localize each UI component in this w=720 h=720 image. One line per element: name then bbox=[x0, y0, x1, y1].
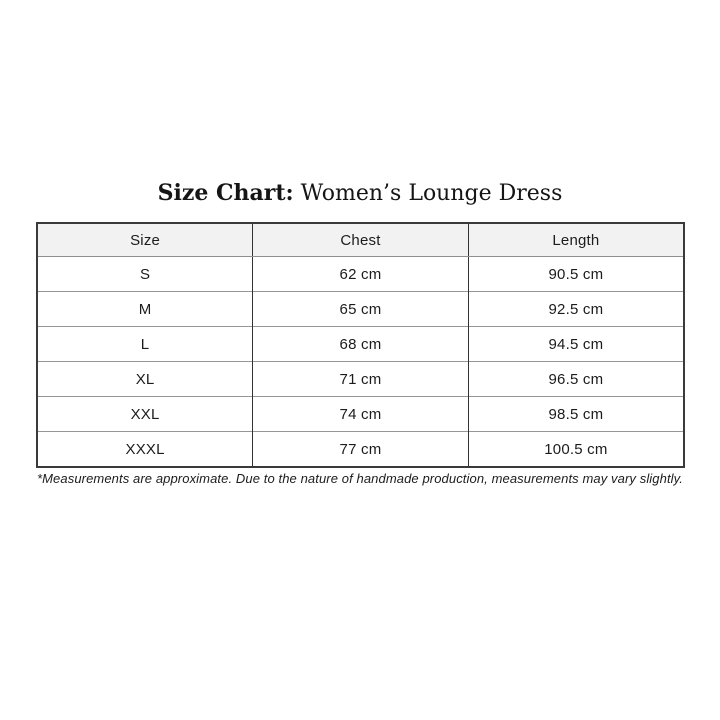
chest-cell: 62 cm bbox=[252, 256, 469, 292]
size-cell: M bbox=[36, 291, 254, 327]
page-title: Size Chart: Women’s Lounge Dress bbox=[0, 180, 720, 207]
size-cell: XL bbox=[36, 361, 254, 397]
table-row: XXXL 77 cm 100.5 cm bbox=[36, 431, 685, 467]
size-chart-table: Size Chest Length S 62 cm 90.5 cm M 65 c… bbox=[36, 222, 685, 468]
page-title-prefix: Size Chart: bbox=[157, 180, 294, 206]
length-cell: 100.5 cm bbox=[467, 431, 685, 467]
length-cell: 92.5 cm bbox=[467, 291, 685, 327]
length-cell: 90.5 cm bbox=[467, 256, 685, 292]
header-row: Size Chest Length bbox=[36, 223, 685, 257]
column-header-size: Size bbox=[36, 223, 254, 257]
size-cell: XXXL bbox=[36, 431, 254, 467]
length-cell: 94.5 cm bbox=[467, 326, 685, 362]
size-cell: L bbox=[36, 326, 254, 362]
table-row: L 68 cm 94.5 cm bbox=[36, 326, 685, 362]
length-cell: 98.5 cm bbox=[467, 396, 685, 432]
size-cell: XXL bbox=[36, 396, 254, 432]
column-header-chest: Chest bbox=[252, 223, 469, 257]
chest-cell: 74 cm bbox=[252, 396, 469, 432]
chest-cell: 77 cm bbox=[252, 431, 469, 467]
chest-cell: 68 cm bbox=[252, 326, 469, 362]
chest-cell: 65 cm bbox=[252, 291, 469, 327]
chest-cell: 71 cm bbox=[252, 361, 469, 397]
column-header-length: Length bbox=[467, 223, 685, 257]
table-row: XXL 74 cm 98.5 cm bbox=[36, 396, 685, 432]
table-row: M 65 cm 92.5 cm bbox=[36, 291, 685, 327]
length-cell: 96.5 cm bbox=[467, 361, 685, 397]
size-cell: S bbox=[36, 256, 254, 292]
table-row: XL 71 cm 96.5 cm bbox=[36, 361, 685, 397]
measurements-footnote: *Measurements are approximate. Due to th… bbox=[36, 471, 684, 486]
table-row: S 62 cm 90.5 cm bbox=[36, 256, 685, 292]
page-title-product: Women’s Lounge Dress bbox=[300, 181, 563, 206]
